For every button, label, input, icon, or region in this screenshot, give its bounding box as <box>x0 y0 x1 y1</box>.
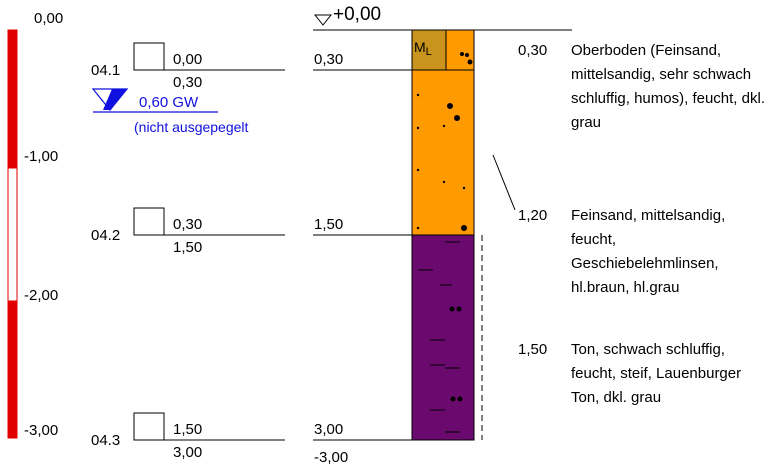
desc-text-2: Feinsand, mittelsandig, feucht, Geschieb… <box>571 207 726 296</box>
scale-segment-2 <box>7 167 18 302</box>
sample-top-1: 0,00 <box>173 51 203 68</box>
sample-id-3: 04.3 <box>91 432 121 449</box>
scale-tick-1: -1,00 <box>24 148 59 165</box>
groundwater-note: (nicht ausgepegelt <box>134 119 249 135</box>
desc-thickness-2: 1,20 <box>518 207 548 224</box>
groundwater-symbol <box>91 88 218 113</box>
sample-id-1: 04.1 <box>91 62 121 79</box>
sand-dots <box>416 52 473 231</box>
desc-text-1: Oberboden (Feinsand, mittelsandig, sehr … <box>571 42 765 131</box>
column-layer-top-1: 0,30 <box>314 51 344 68</box>
sample-box-3 <box>133 412 165 441</box>
scale-tick-3: -3,00 <box>24 422 59 439</box>
column-bottom-label: -3,00 <box>314 449 349 466</box>
groundwater-depth: 0,60 GW <box>139 94 199 111</box>
clay-dots <box>449 306 463 402</box>
top-level-symbol <box>313 14 333 26</box>
desc-thickness-1: 0,30 <box>518 42 548 59</box>
layer-feinsand <box>411 69 475 236</box>
sample-top-2: 0,30 <box>173 216 203 233</box>
sample-id-2: 04.2 <box>91 227 121 244</box>
sample-bottom-3: 3,00 <box>173 444 203 461</box>
scale-tick-2: -2,00 <box>24 287 59 304</box>
sample-bottom-2: 1,50 <box>173 239 203 256</box>
desc-text-3: Ton, schwach schluffig, feucht, steif, L… <box>571 341 742 406</box>
sample-top-3: 1,50 <box>173 421 203 438</box>
column-top-label: +0,00 <box>333 4 382 25</box>
column-layer-top-3: 3,00 <box>314 421 344 438</box>
clay-dashes <box>418 241 460 433</box>
sample-box-1 <box>133 42 165 71</box>
scale-tick-0: 0,00 <box>34 10 64 27</box>
sample-box-2 <box>133 207 165 236</box>
scale-segment-1 <box>7 29 18 169</box>
desc-thickness-3: 1,50 <box>518 341 548 358</box>
layer-ton <box>411 234 475 441</box>
soil-symbol-ml: ML <box>414 39 432 58</box>
sample-bottom-1: 0,30 <box>173 74 203 91</box>
column-layer-top-2: 1,50 <box>314 216 344 233</box>
leader-line <box>492 154 516 211</box>
scale-segment-3 <box>7 300 18 439</box>
